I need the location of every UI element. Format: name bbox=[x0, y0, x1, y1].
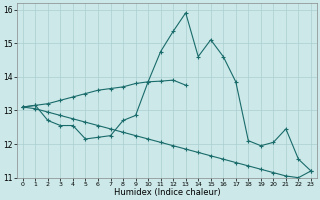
X-axis label: Humidex (Indice chaleur): Humidex (Indice chaleur) bbox=[114, 188, 220, 197]
